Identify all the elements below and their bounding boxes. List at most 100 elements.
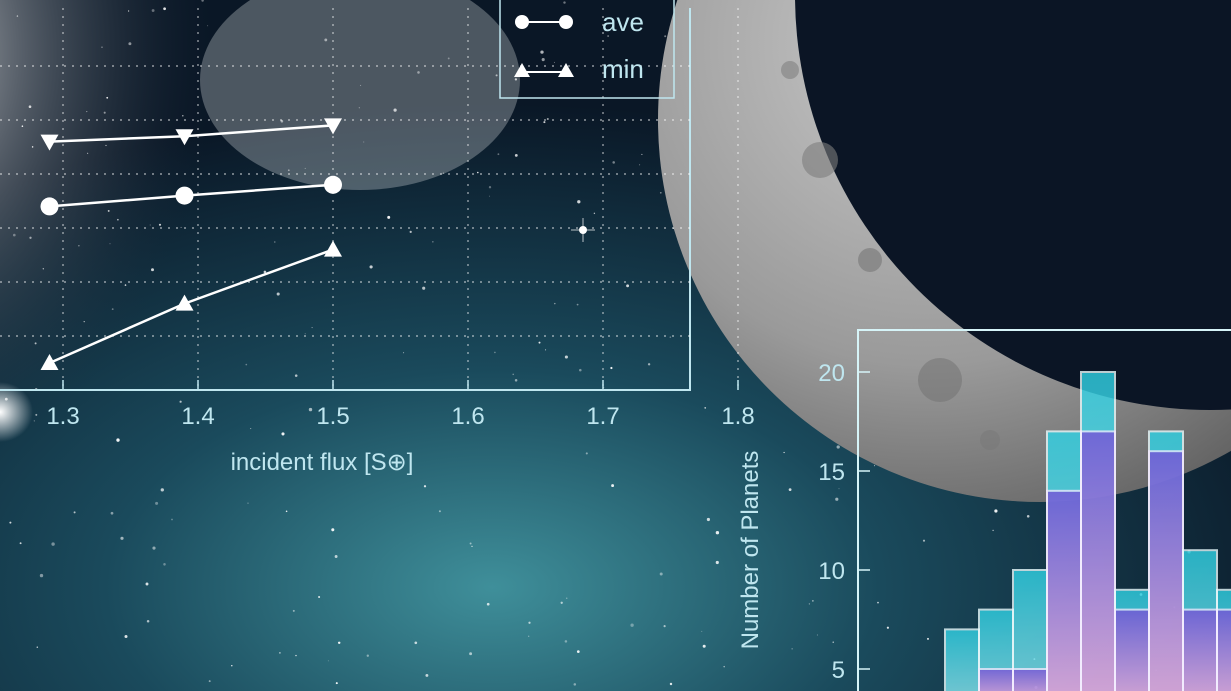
star xyxy=(308,407,313,412)
star xyxy=(171,518,173,521)
histogram-bar xyxy=(944,628,980,691)
flux-line-chart: 1.3 1.4 1.5 1.6 1.7 1.8 incident flux [S⊕] av… xyxy=(0,0,755,476)
x-tick-label: 1.6 xyxy=(451,403,484,430)
star xyxy=(538,341,541,344)
legend-min-label: min xyxy=(602,54,644,84)
star xyxy=(124,284,127,286)
star xyxy=(417,71,420,74)
star xyxy=(19,542,22,545)
star xyxy=(33,420,35,422)
data-point xyxy=(40,354,59,370)
star xyxy=(51,542,55,546)
star xyxy=(86,111,88,113)
star xyxy=(201,0,204,2)
crater xyxy=(980,430,1000,450)
data-point xyxy=(40,134,59,151)
star xyxy=(647,363,651,366)
star xyxy=(838,488,840,490)
star xyxy=(83,321,85,323)
star xyxy=(403,352,405,354)
line-chart-series xyxy=(40,118,342,370)
star xyxy=(110,511,114,515)
star xyxy=(151,9,155,12)
star xyxy=(73,511,76,514)
star xyxy=(514,379,518,382)
star xyxy=(78,245,80,247)
star xyxy=(476,171,479,174)
star xyxy=(334,555,338,558)
star xyxy=(128,42,132,46)
y-tick-label: 10 xyxy=(818,558,845,585)
star xyxy=(105,144,107,147)
star xyxy=(497,153,500,156)
x-tick-label: 1.8 xyxy=(721,403,754,430)
star xyxy=(107,209,110,212)
star xyxy=(874,465,876,467)
star xyxy=(471,545,473,548)
star xyxy=(812,600,814,602)
star xyxy=(158,223,162,226)
star xyxy=(816,634,818,636)
star xyxy=(438,510,441,513)
star xyxy=(106,96,109,99)
star xyxy=(528,635,530,637)
star xyxy=(442,172,445,174)
star xyxy=(1026,515,1030,518)
star xyxy=(706,517,710,522)
data-point xyxy=(324,240,342,257)
star xyxy=(109,243,111,245)
star xyxy=(285,510,288,513)
histogram-inner-bar xyxy=(1182,608,1218,691)
star xyxy=(39,573,44,578)
star xyxy=(659,191,662,194)
star xyxy=(922,539,926,542)
x-tick-label: 1.7 xyxy=(586,403,619,430)
data-point xyxy=(175,129,194,146)
star xyxy=(9,521,12,524)
y-axis-ticks: 5 10 15 20 xyxy=(818,360,870,684)
star xyxy=(486,602,490,606)
star xyxy=(31,146,34,148)
star xyxy=(294,374,298,377)
star xyxy=(626,284,630,288)
star xyxy=(163,7,166,11)
star xyxy=(274,241,276,243)
star xyxy=(610,366,613,370)
y-tick-label: 20 xyxy=(818,360,845,387)
star xyxy=(573,683,577,686)
histogram-inner-bar xyxy=(1012,668,1048,691)
x-axis-label: incident flux [S⊕] xyxy=(231,449,414,476)
star xyxy=(422,286,426,290)
star xyxy=(514,153,518,157)
star xyxy=(836,445,840,449)
legend-ave-label: ave xyxy=(602,7,644,37)
star xyxy=(877,601,879,604)
star xyxy=(669,682,673,686)
star xyxy=(335,682,338,685)
star xyxy=(541,58,545,62)
star xyxy=(387,215,391,219)
nebula-wisp xyxy=(200,0,520,190)
star xyxy=(28,105,32,109)
star xyxy=(788,488,792,491)
star xyxy=(163,563,166,566)
histogram-frame xyxy=(857,329,1231,691)
star xyxy=(528,621,531,624)
legend-box xyxy=(499,0,675,99)
star xyxy=(152,546,156,550)
star xyxy=(337,641,341,645)
star xyxy=(358,107,360,109)
star xyxy=(560,601,563,604)
star xyxy=(585,452,588,455)
star xyxy=(832,641,834,643)
star xyxy=(723,665,725,668)
star xyxy=(120,536,124,540)
star xyxy=(494,351,496,354)
star xyxy=(247,502,249,504)
star xyxy=(124,634,128,639)
data-point xyxy=(324,175,342,194)
legend-ave-marker xyxy=(515,15,529,29)
star xyxy=(279,652,281,654)
star xyxy=(331,528,335,532)
